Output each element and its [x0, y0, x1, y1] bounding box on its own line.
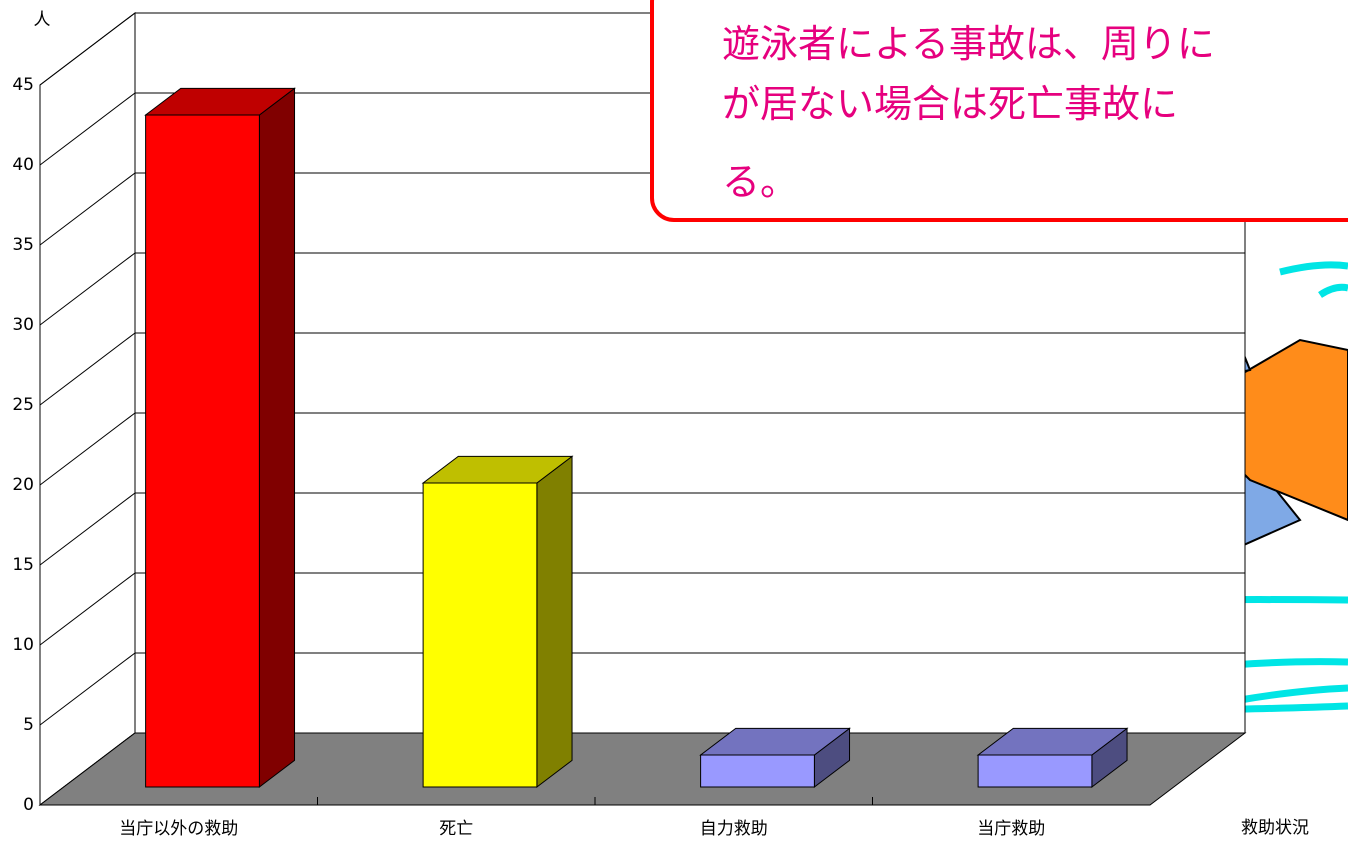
bar: [976, 727, 1129, 789]
x-tick-label: 当庁救助: [977, 819, 1045, 839]
y-tick-label: 45: [12, 75, 34, 95]
bar-side: [258, 87, 296, 789]
callout: [650, 0, 1348, 222]
y-tick-label: 40: [12, 155, 34, 175]
bar-front: [145, 114, 260, 788]
bar-front: [977, 754, 1093, 788]
grid-line: [39, 492, 136, 566]
bar: [421, 455, 574, 789]
bar-front: [422, 482, 538, 788]
x-tick-label: 自力救助: [700, 819, 768, 839]
y-tick-label: 25: [12, 395, 34, 415]
y-tick-label: 10: [12, 635, 34, 655]
grid-line: [39, 652, 136, 726]
annotation: る。: [722, 160, 798, 204]
y-tick-label: 15: [12, 555, 34, 575]
y-tick-label: 5: [23, 715, 34, 735]
x-tick-label: 死亡: [439, 819, 473, 839]
bar-side: [536, 455, 573, 789]
y-tick-label: 0: [23, 795, 34, 815]
bar-front: [700, 754, 815, 788]
grid-line: [39, 252, 136, 326]
x-axis-label: 救助状況: [1241, 818, 1309, 838]
y-axis-label: 人: [34, 10, 51, 30]
grid-line: [39, 412, 136, 486]
grid-line: [39, 172, 136, 246]
grid-line: [39, 92, 136, 166]
y-tick-label: 30: [12, 315, 34, 335]
side-wall: [39, 11, 136, 807]
floor: [38, 732, 1247, 806]
grid-line: [39, 12, 136, 86]
x-tick-label: 当庁以外の救助: [119, 819, 238, 839]
bar: [144, 87, 297, 789]
y-tick-label: 35: [12, 235, 34, 255]
annotation: が居ない場合は死亡事故に: [722, 82, 1178, 126]
bar: [699, 727, 852, 789]
annotation: 遊泳者による事故は、周りに: [722, 22, 1215, 66]
grid-line: [39, 332, 136, 406]
grid-line: [39, 572, 136, 646]
y-tick-label: 20: [12, 475, 34, 495]
